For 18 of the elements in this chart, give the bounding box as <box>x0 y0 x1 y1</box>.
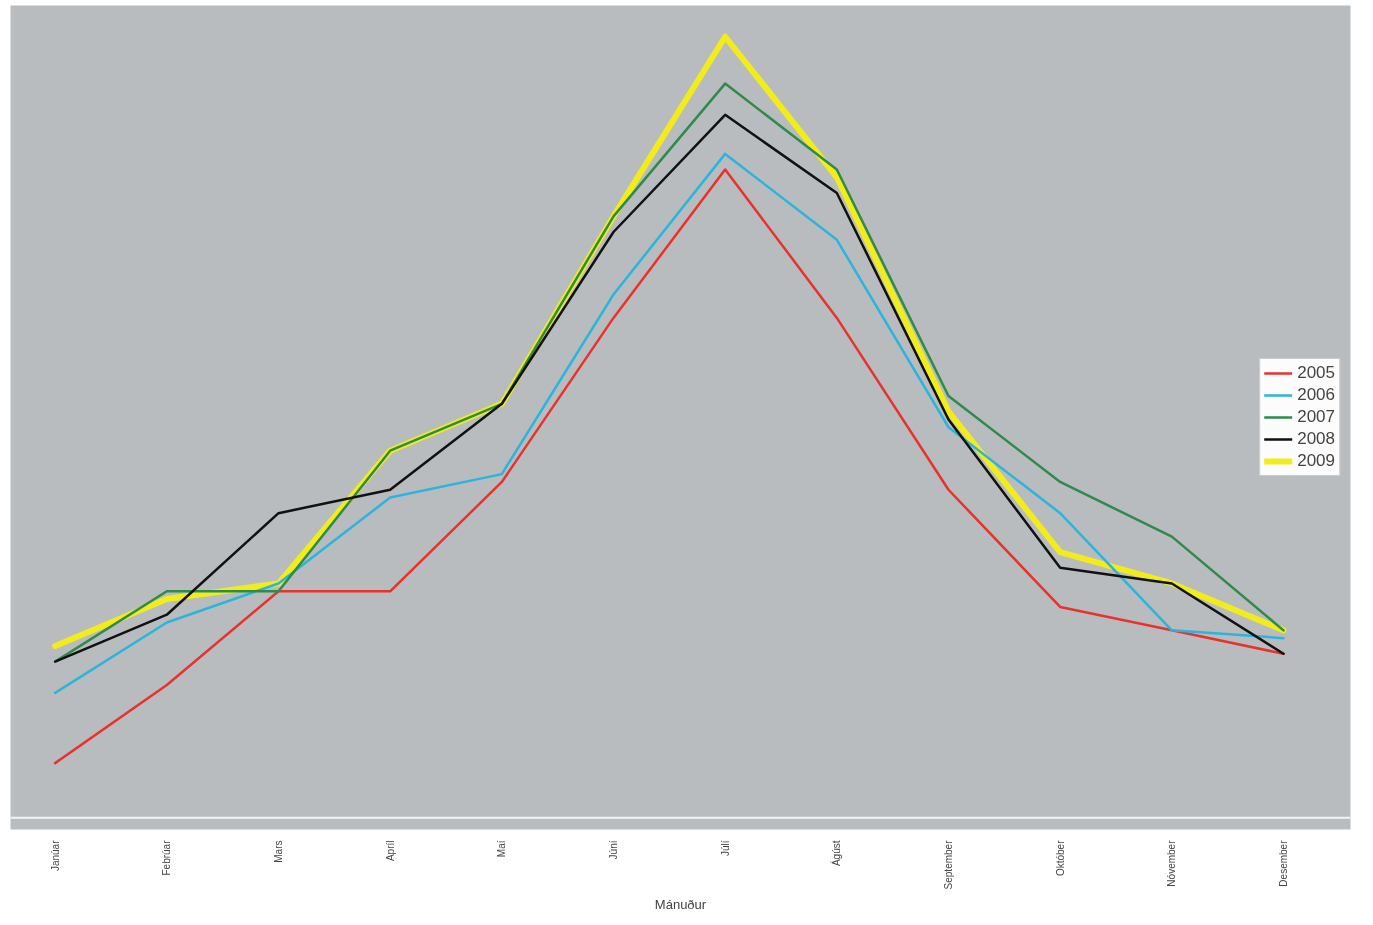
x-tick-label: Nóvember <box>1166 839 1178 887</box>
x-tick-label: Október <box>1054 839 1066 877</box>
legend-label: 2006 <box>1297 385 1335 405</box>
x-axis-title: Mánuður <box>654 897 707 913</box>
legend-label: 2009 <box>1297 451 1335 471</box>
x-tick-label: Janúar <box>49 839 61 872</box>
x-tick-label: Mars <box>273 840 284 863</box>
x-tick-label: Júní <box>608 840 619 860</box>
x-tick-label: Júlí <box>719 840 731 857</box>
x-tick-label: Maí <box>496 840 508 858</box>
legend-label: 2008 <box>1297 429 1335 449</box>
x-tick-label: Ágúst <box>830 840 843 867</box>
x-tick-label: September <box>943 839 954 890</box>
x-tick-label: Apríl <box>384 840 396 862</box>
legend-label: 2005 <box>1297 363 1335 383</box>
legend-label: 2007 <box>1297 407 1335 427</box>
x-tick-label: Desember <box>1278 839 1289 887</box>
x-tick-label: Febrúar <box>161 839 173 876</box>
